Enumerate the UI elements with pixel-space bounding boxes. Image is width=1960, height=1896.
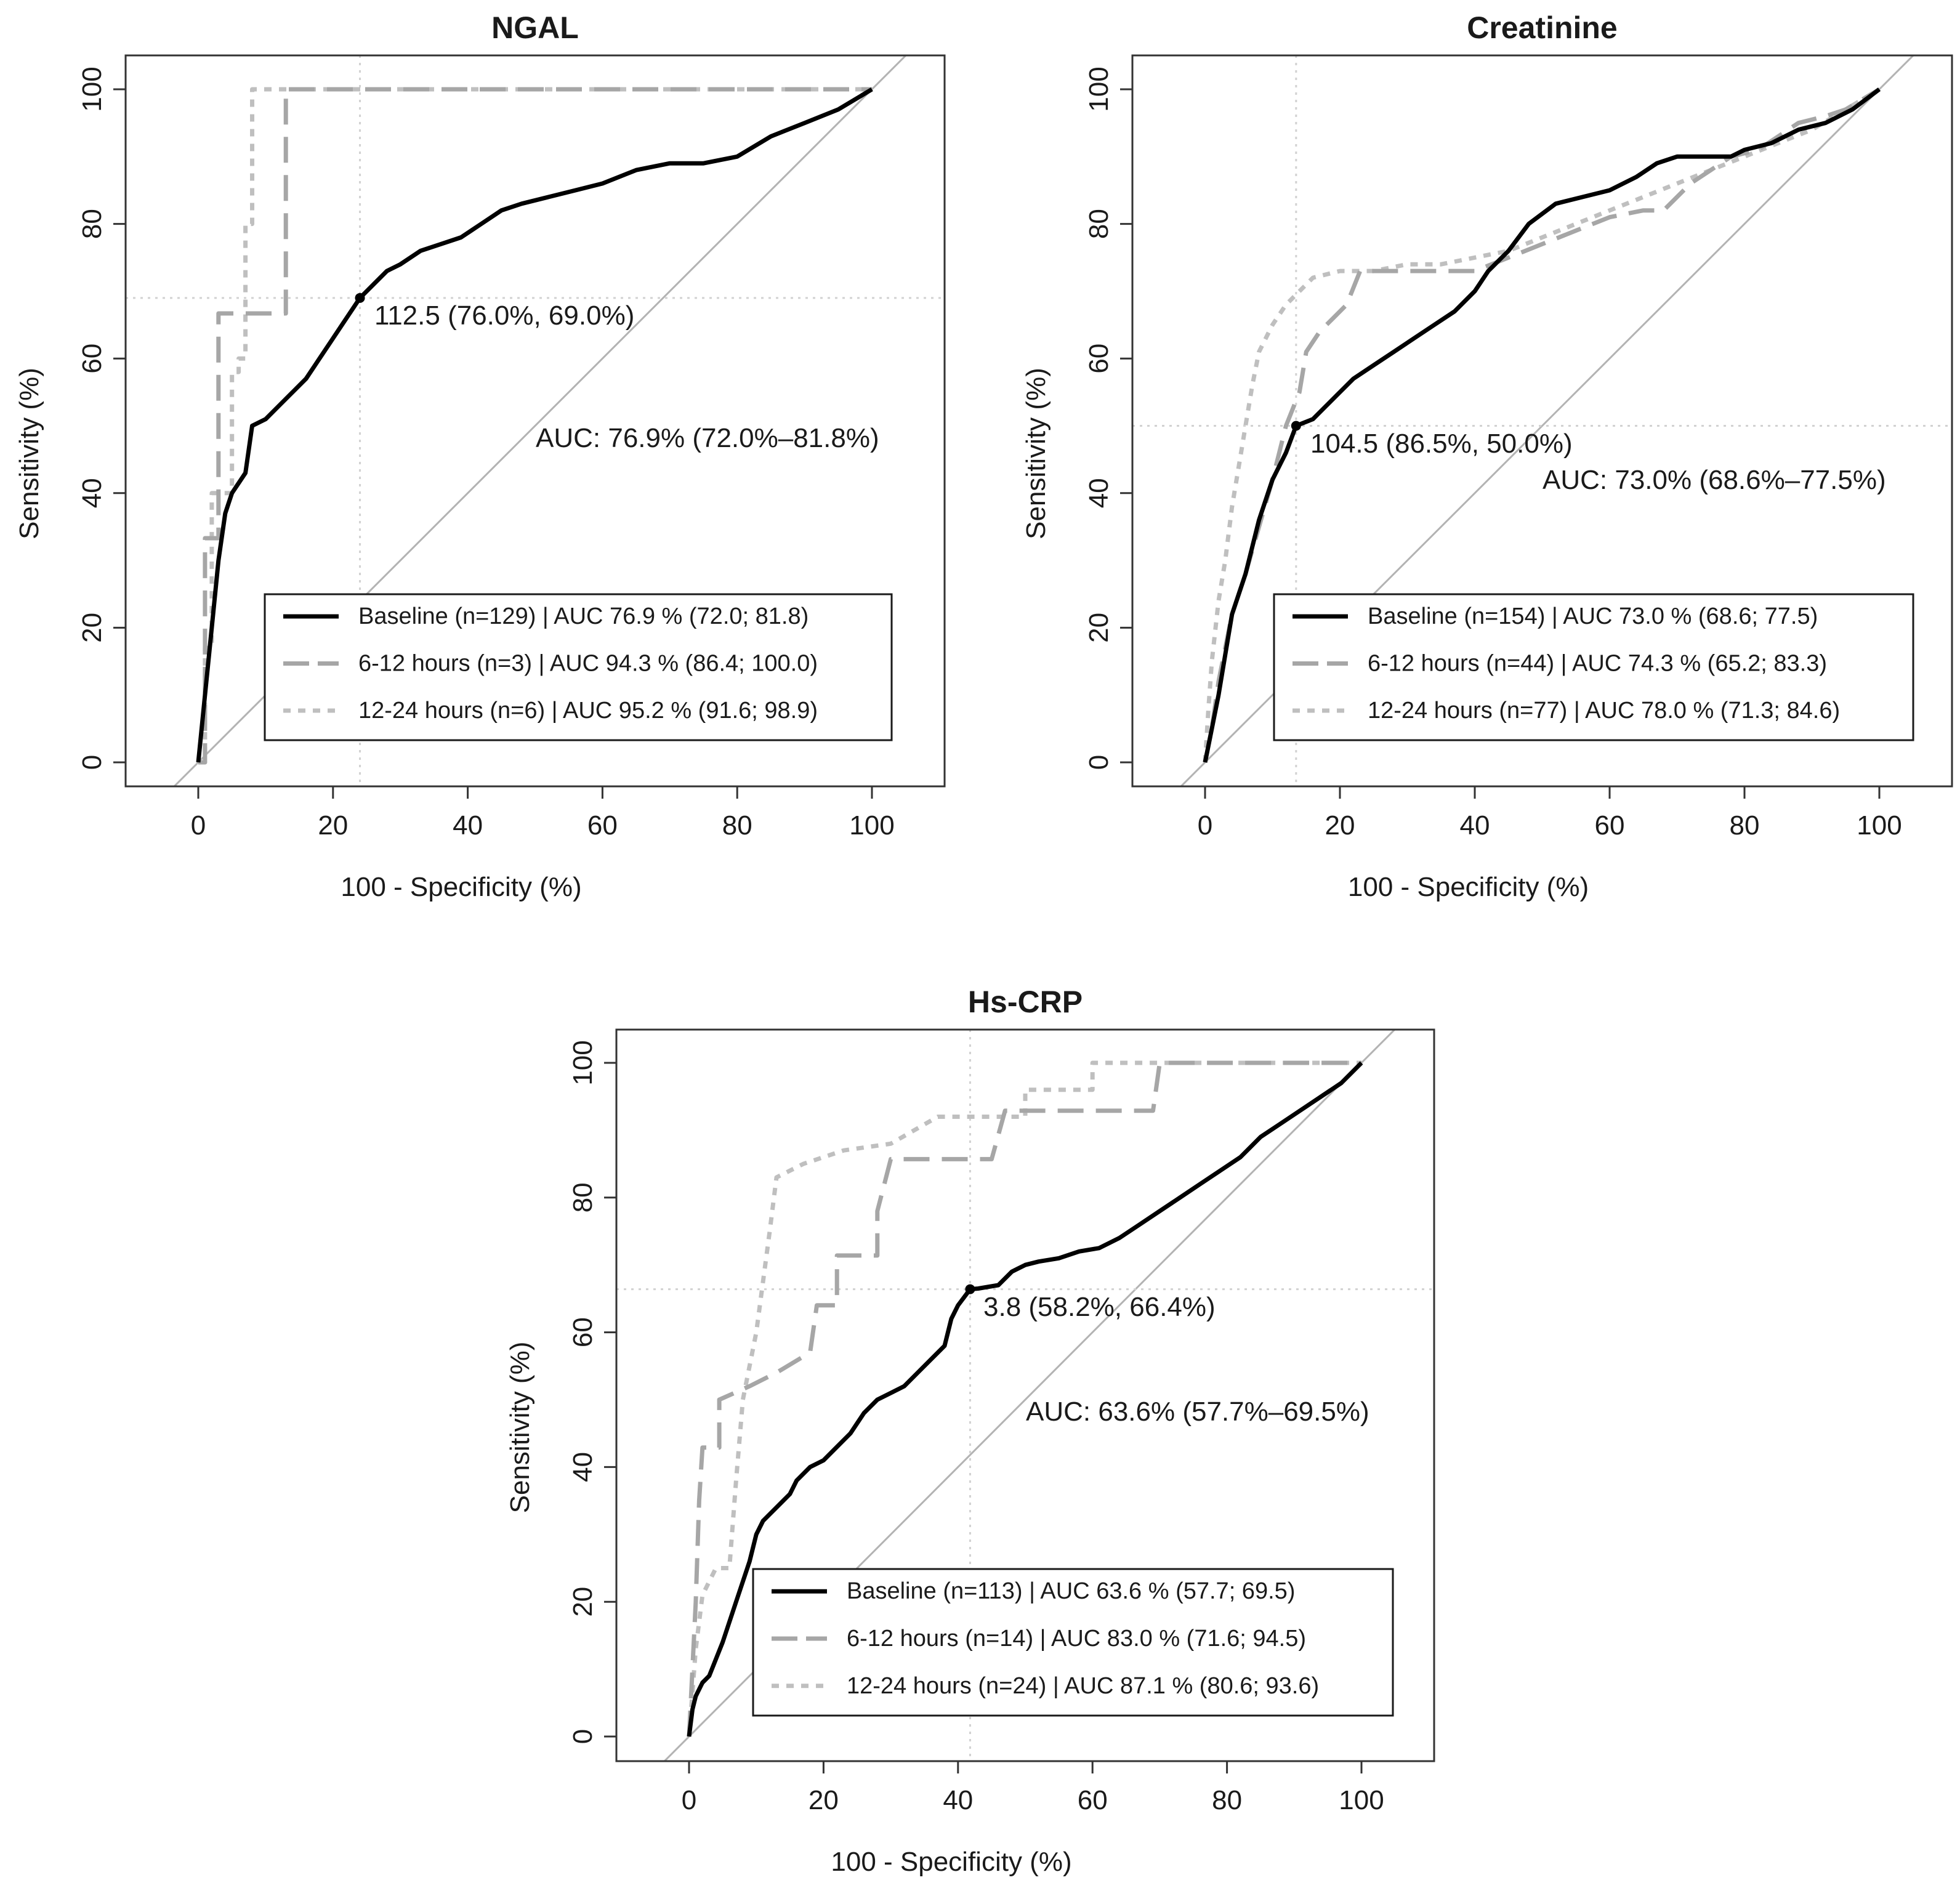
hscrp-y-tick-label: 60 <box>568 1317 598 1347</box>
creatinine-legend-box <box>1273 593 1914 741</box>
ngal-x-tick-label: 40 <box>453 810 483 841</box>
creatinine-legend-label-baseline: Baseline (n=154) | AUC 73.0 % (68.6; 77.… <box>1368 603 1818 629</box>
creatinine-legend-label-h12-24: 12-24 hours (n=77) | AUC 78.0 % (71.3; 8… <box>1368 698 1840 724</box>
ngal-y-tick-label: 100 <box>77 67 107 111</box>
hscrp-legend-label-baseline: Baseline (n=113) | AUC 63.6 % (57.7; 69.… <box>847 1578 1295 1604</box>
hscrp-panel: 0 20 40 60 80 100 0 20 40 60 80 100 100 - Specificit… <box>505 985 1435 1877</box>
hscrp-y-tick-label: 40 <box>568 1452 598 1482</box>
hscrp-x-tick-label: 100 <box>1339 1785 1384 1815</box>
ngal-panel: 0 20 40 60 80 100 0 20 40 60 80 100 100 - Specificit… <box>14 10 946 902</box>
hscrp-series-h12-24-line <box>687 1060 1361 1737</box>
hscrp-auc-label: AUC: 63.6% (57.7%–69.5%) <box>1026 1397 1369 1427</box>
hscrp-x-tick-label: 40 <box>943 1785 973 1815</box>
ngal-y-tick-label: 40 <box>77 478 107 508</box>
creatinine-y-tick-label: 20 <box>1084 613 1114 643</box>
creatinine-y-tick-label: 40 <box>1084 478 1114 508</box>
ngal-chart-title: NGAL <box>491 10 579 45</box>
hscrp-y-tick-label: 100 <box>568 1040 598 1085</box>
creatinine-y-axis-label: Sensitivity (%) <box>1021 368 1051 539</box>
ngal-legend-label-h12-24: 12-24 hours (n=6) | AUC 95.2 % (91.6; 98… <box>358 698 818 724</box>
creatinine-x-tick-label: 20 <box>1325 810 1355 841</box>
creatinine-x-tick-label: 80 <box>1730 810 1760 841</box>
creatinine-x-tick-label: 60 <box>1595 810 1625 841</box>
creatinine-x-tick-label: 100 <box>1857 810 1902 841</box>
ngal-y-axis-label: Sensitivity (%) <box>14 368 44 539</box>
hscrp-y-tick-label: 0 <box>568 1729 598 1744</box>
hscrp-x-tick-label: 0 <box>682 1785 696 1815</box>
creatinine-diagonal <box>1179 55 1915 786</box>
ngal-legend: Baseline (n=129) | AUC 76.9 % (72.0; 81.… <box>264 593 893 741</box>
creatinine-y-tick-label: 80 <box>1084 209 1114 239</box>
ngal-diagonal <box>172 55 908 786</box>
hscrp-legend-label-h12-24: 12-24 hours (n=24) | AUC 87.1 % (80.6; 9… <box>847 1673 1319 1699</box>
creatinine-x-tick-label: 40 <box>1460 810 1490 841</box>
ngal-x-tick-label: 80 <box>722 810 752 841</box>
hscrp-y-axis-label: Sensitivity (%) <box>505 1342 535 1514</box>
hscrp-cutoff-point <box>965 1284 975 1294</box>
hscrp-cutoff-label: 3.8 (58.2%, 66.4%) <box>983 1292 1216 1322</box>
ngal-legend-label-baseline: Baseline (n=129) | AUC 76.9 % (72.0; 81.… <box>358 603 809 629</box>
ngal-plot-area <box>126 55 945 786</box>
hscrp-legend-label-h6-12: 6-12 hours (n=14) | AUC 83.0 % (71.6; 94… <box>847 1626 1306 1652</box>
creatinine-series-baseline-line <box>1203 87 1881 763</box>
creatinine-auc-label: AUC: 73.0% (68.6%–77.5%) <box>1543 465 1886 495</box>
creatinine-x-axis-label: 100 - Specificity (%) <box>1348 872 1589 902</box>
hscrp-y-tick-label: 20 <box>568 1587 598 1617</box>
hscrp-series-baseline-line <box>687 1061 1363 1737</box>
ngal-series-baseline-line <box>196 87 873 763</box>
ngal-x-tick-label: 100 <box>849 810 894 841</box>
creatinine-legend: Baseline (n=154) | AUC 73.0 % (68.6; 77.… <box>1273 593 1914 741</box>
creatinine-y-tick-label: 100 <box>1084 67 1114 111</box>
ngal-x-axis-label: 100 - Specificity (%) <box>341 872 581 902</box>
hscrp-x-tick-label: 20 <box>809 1785 839 1815</box>
hscrp-x-axis-label: 100 - Specificity (%) <box>831 1847 1071 1877</box>
hscrp-series-h6-12-line <box>687 1060 1361 1737</box>
creatinine-y-tick-label: 60 <box>1084 344 1114 374</box>
ngal-y-tick-label: 20 <box>77 613 107 643</box>
hscrp-x-tick-label: 60 <box>1078 1785 1108 1815</box>
ngal-cutoff-point <box>355 292 365 303</box>
ngal-x-tick-label: 60 <box>587 810 618 841</box>
ngal-y-tick-label: 80 <box>77 209 107 239</box>
creatinine-legend-label-h6-12: 6-12 hours (n=44) | AUC 74.3 % (65.2; 83… <box>1368 651 1827 677</box>
creatinine-plot-area <box>1132 55 1952 786</box>
creatinine-y-tick-label: 0 <box>1084 755 1114 770</box>
ngal-y-tick-label: 0 <box>77 755 107 770</box>
ngal-series-h6-12-line <box>198 87 872 765</box>
hscrp-legend: Baseline (n=113) | AUC 63.6 % (57.7; 69.… <box>752 1568 1394 1717</box>
creatinine-cutoff-label: 104.5 (86.5%, 50.0%) <box>1310 429 1573 459</box>
hscrp-y-tick-label: 80 <box>568 1182 598 1212</box>
hscrp-x-tick-label: 80 <box>1212 1785 1242 1815</box>
ngal-x-tick-label: 20 <box>318 810 348 841</box>
hscrp-legend-box <box>752 1568 1394 1717</box>
hscrp-chart-title: Hs-CRP <box>968 985 1083 1019</box>
creatinine-x-tick-label: 0 <box>1198 810 1212 841</box>
hscrp-plot-area <box>616 1030 1434 1761</box>
creatinine-cutoff-point <box>1291 421 1301 431</box>
ngal-cutoff-label: 112.5 (76.0%, 69.0%) <box>374 301 634 331</box>
ngal-auc-label: AUC: 76.9% (72.0%–81.8%) <box>536 423 879 453</box>
creatinine-panel: 0 20 40 60 80 100 0 20 40 60 80 100 100 - Specificit… <box>1021 10 1953 902</box>
ngal-x-tick-label: 0 <box>191 810 206 841</box>
ngal-legend-label-h6-12: 6-12 hours (n=3) | AUC 94.3 % (86.4; 100… <box>358 651 818 677</box>
ngal-legend-box <box>264 593 893 741</box>
ngal-y-tick-label: 60 <box>77 344 107 374</box>
creatinine-chart-title: Creatinine <box>1467 10 1618 45</box>
creatinine-series-h6-12-line <box>1203 87 1881 763</box>
